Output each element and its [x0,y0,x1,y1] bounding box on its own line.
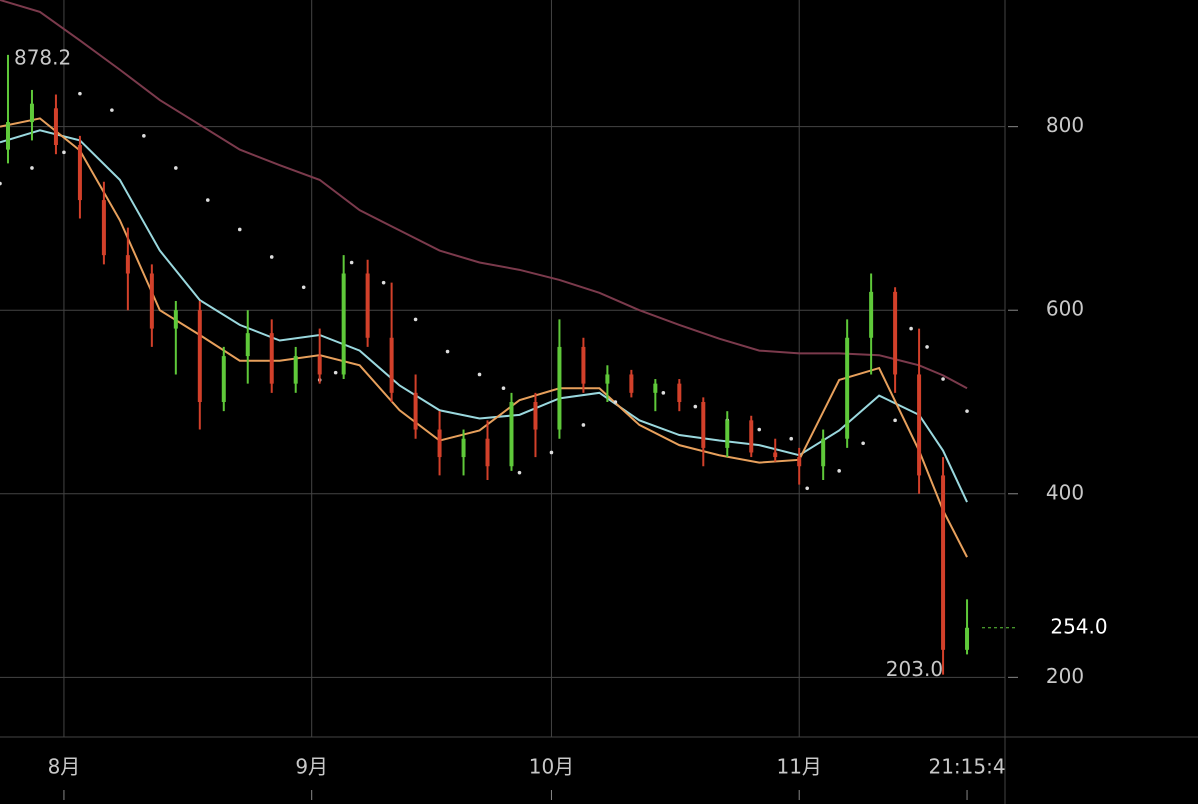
candle-body [101,200,106,256]
candle-body [389,337,394,393]
sar-dot [893,418,897,423]
candle-body [965,627,970,650]
candle-body [269,333,274,384]
sar-dot [205,198,210,202]
candle-body [533,402,538,430]
sar-dot [693,404,698,409]
sar-dot [661,391,666,395]
sar-dot [789,436,794,441]
y-tick-label: 400 [1046,480,1084,504]
candle-body [293,356,298,384]
candle-body [677,383,682,402]
sar-dot [805,486,809,491]
max-label: 878.2 [14,45,71,69]
candle-body [437,429,442,458]
x-tick-label: 10月 [529,755,574,779]
sar-dot [581,423,586,427]
sar-dot [349,260,354,265]
sar-dot [613,400,618,404]
sar-dot [837,469,841,473]
candle-body [941,475,946,650]
sar-dot [941,377,945,381]
candle-body [413,392,418,430]
candle-body [821,438,826,467]
sar-dot [477,372,482,377]
sar-dot [269,255,274,259]
candle-body [845,337,850,439]
sar-dot [381,280,386,285]
x-tick-label: 21:15:4 [928,755,1005,779]
sar-dot [110,108,114,112]
y-tick-label: 800 [1046,113,1084,137]
candle-body [917,374,922,476]
x-tick-label: 9月 [295,755,328,779]
sar-dot [925,345,929,349]
candle-body [509,402,514,467]
min-label: 203.0 [886,657,943,681]
sar-dot [501,386,506,391]
candle-body [317,356,322,375]
candle-body [341,273,346,375]
candle-body [53,108,58,146]
candle-body [653,383,658,393]
candle-body [605,374,610,384]
sar-dot [0,181,2,186]
candle-body [893,291,898,375]
candle-body [773,452,778,458]
candle-body [461,438,466,458]
sar-dot [142,134,146,138]
candle-body [749,420,754,453]
candle-body [125,255,130,274]
candle-body [869,291,874,338]
sar-dot [413,317,418,322]
sar-dot [909,326,913,331]
sar-dot [30,166,34,170]
candle-body [581,346,586,384]
candle-body [797,457,802,467]
sar-dot [861,441,865,446]
candle-body [629,374,634,393]
moving-average [0,117,968,558]
x-tick-label: 8月 [48,755,81,779]
candle-body [197,310,202,402]
sar-dot [301,285,306,290]
last-price-label: 254.0 [1050,614,1107,638]
candle-body [5,122,10,150]
y-tick-label: 200 [1046,664,1084,688]
candle-body [77,145,82,201]
candle-body [173,310,178,329]
sar-dot [757,427,762,432]
sar-dot [62,150,66,155]
x-tick-label: 11月 [776,755,821,779]
candle-body [701,402,706,448]
y-tick-label: 600 [1046,297,1084,321]
candle-body [29,103,34,123]
sar-dot [549,450,554,455]
sar-dot [333,370,338,375]
candle-body [221,356,226,402]
sar-dot [517,470,522,475]
candle-body [557,346,562,430]
sar-dot [78,91,82,96]
moving-average [0,0,968,390]
sar-dot [445,349,450,354]
sar-dot [237,227,242,232]
candle-body [245,333,250,357]
sar-dot [174,166,178,170]
candle-body [485,438,490,467]
moving-average [0,129,968,503]
candle-body [725,420,730,448]
candle-body [149,273,154,329]
candle-body [365,273,370,338]
sar-dot [965,409,969,413]
